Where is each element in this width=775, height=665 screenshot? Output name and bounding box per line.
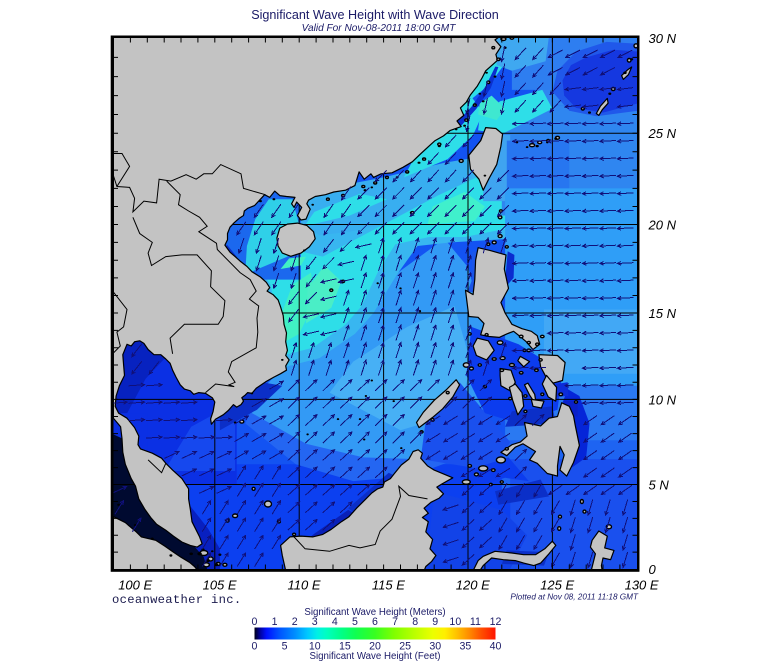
svg-text:105 E: 105 E (203, 578, 237, 593)
svg-text:125 E: 125 E (540, 578, 574, 593)
svg-text:40: 40 (490, 641, 502, 653)
svg-text:5: 5 (282, 641, 288, 653)
svg-text:20: 20 (369, 641, 381, 653)
svg-text:1: 1 (272, 616, 278, 628)
svg-text:9: 9 (432, 616, 438, 628)
svg-text:30: 30 (429, 641, 441, 653)
svg-text:Significant Wave Height with W: Significant Wave Height with Wave Direct… (251, 8, 499, 22)
svg-text:Significant Wave Height (Meter: Significant Wave Height (Meters) (304, 607, 445, 618)
svg-text:3: 3 (312, 616, 318, 628)
svg-text:20 N: 20 N (648, 217, 677, 232)
svg-text:5: 5 (352, 616, 358, 628)
svg-text:100 E: 100 E (118, 578, 152, 593)
svg-text:6: 6 (372, 616, 378, 628)
svg-text:130 E: 130 E (625, 578, 659, 593)
svg-text:10: 10 (449, 616, 461, 628)
svg-text:15: 15 (339, 641, 351, 653)
svg-text:25 N: 25 N (648, 126, 677, 141)
svg-text:4: 4 (332, 616, 338, 628)
svg-text:115 E: 115 E (372, 578, 405, 593)
svg-text:0: 0 (252, 641, 258, 653)
svg-text:oceanweather inc.: oceanweather inc. (112, 593, 241, 607)
svg-text:10: 10 (309, 641, 321, 653)
svg-text:2: 2 (292, 616, 298, 628)
svg-text:8: 8 (412, 616, 418, 628)
svg-text:0: 0 (649, 562, 657, 577)
svg-text:12: 12 (490, 616, 502, 628)
svg-text:10 N: 10 N (649, 392, 677, 407)
svg-text:110 E: 110 E (287, 578, 320, 593)
svg-text:35: 35 (459, 641, 471, 653)
svg-text:25: 25 (399, 641, 411, 653)
svg-text:30 N: 30 N (649, 31, 677, 46)
svg-text:5 N: 5 N (649, 478, 670, 493)
svg-text:7: 7 (392, 616, 398, 628)
svg-text:Plotted at Nov 08, 2011 11:18: Plotted at Nov 08, 2011 11:18 GMT (510, 593, 639, 602)
svg-text:120 E: 120 E (456, 578, 490, 593)
svg-text:11: 11 (470, 616, 481, 628)
svg-text:Valid For Nov-08-2011 18:00 GM: Valid For Nov-08-2011 18:00 GMT (302, 23, 457, 34)
svg-text:15 N: 15 N (649, 306, 677, 321)
svg-text:Significant Wave Height (Feet): Significant Wave Height (Feet) (309, 651, 440, 662)
svg-text:0: 0 (252, 616, 258, 628)
